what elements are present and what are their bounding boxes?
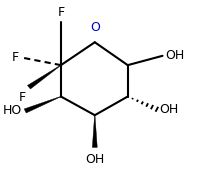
Polygon shape	[24, 96, 61, 113]
Text: F: F	[19, 91, 26, 104]
Text: OH: OH	[160, 103, 179, 116]
Text: HO: HO	[3, 104, 22, 117]
Text: OH: OH	[85, 153, 104, 166]
Text: F: F	[57, 6, 65, 19]
Polygon shape	[28, 65, 61, 89]
Text: OH: OH	[165, 49, 185, 62]
Text: O: O	[90, 21, 100, 34]
Text: F: F	[11, 51, 19, 64]
Polygon shape	[92, 115, 97, 147]
